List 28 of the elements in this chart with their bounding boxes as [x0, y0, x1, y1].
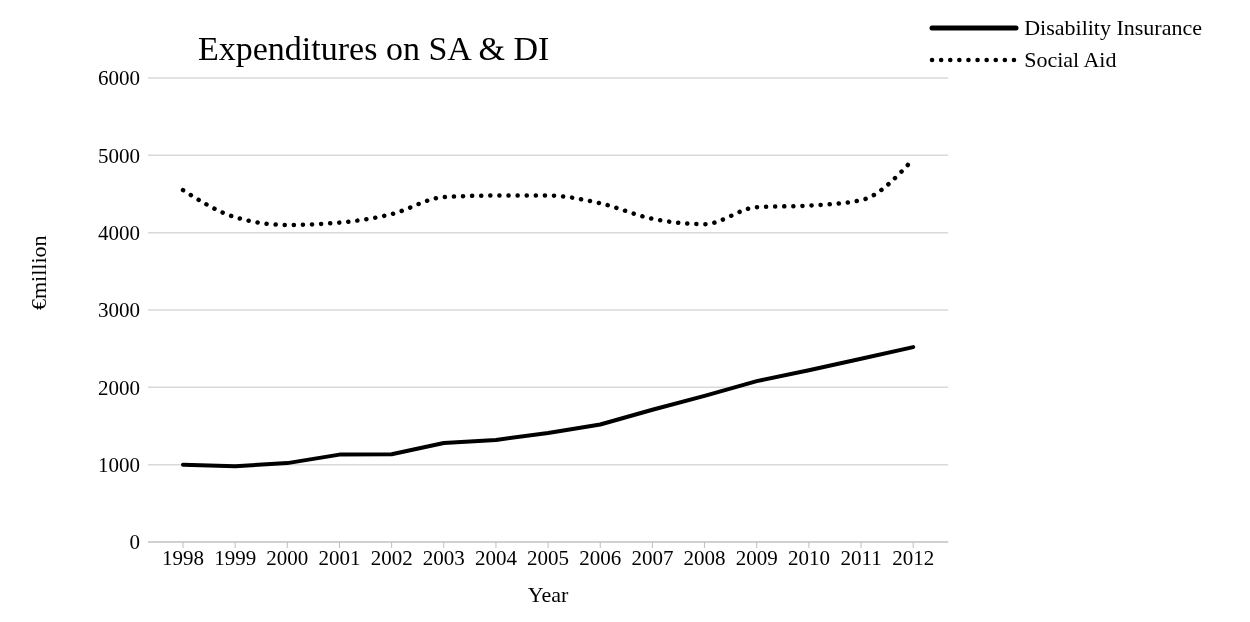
x-tick-label: 2007 — [631, 545, 674, 570]
x-tick-label: 2001 — [318, 545, 361, 570]
y-tick-label: 6000 — [98, 66, 140, 91]
x-tick-label: 2010 — [787, 545, 830, 570]
x-tick-label: 2000 — [266, 545, 309, 570]
x-tick-label: 1999 — [214, 545, 257, 570]
x-tick-label: 2011 — [840, 545, 882, 570]
x-tick-label: 2006 — [579, 545, 622, 570]
y-tick-label: 3000 — [98, 298, 140, 323]
x-tick-label: 1998 — [162, 545, 204, 570]
line-series — [181, 345, 916, 469]
x-tick-label: 2003 — [422, 545, 465, 570]
x-tick-label: 2002 — [370, 545, 413, 570]
chart-title: Expenditures on SA & DI — [198, 30, 550, 68]
legend-label: Disability Insurance — [1024, 15, 1202, 41]
x-tick-label: 2005 — [527, 545, 570, 570]
x-tick-label: 2004 — [474, 545, 518, 570]
x-tick-label: 2012 — [892, 545, 935, 570]
x-tick-label: 2008 — [683, 545, 726, 570]
x-axis-title: Year — [527, 582, 570, 607]
y-tick-label: 2000 — [98, 375, 140, 400]
x-tick-label: 2009 — [735, 545, 778, 570]
y-tick-label: 1000 — [98, 453, 140, 478]
y-tick-label: 0 — [129, 530, 140, 555]
legend-label: Social Aid — [1024, 47, 1117, 73]
y-tick-label: 4000 — [98, 221, 140, 246]
y-axis-title: €million — [25, 235, 51, 310]
y-tick-label: 5000 — [98, 143, 140, 168]
